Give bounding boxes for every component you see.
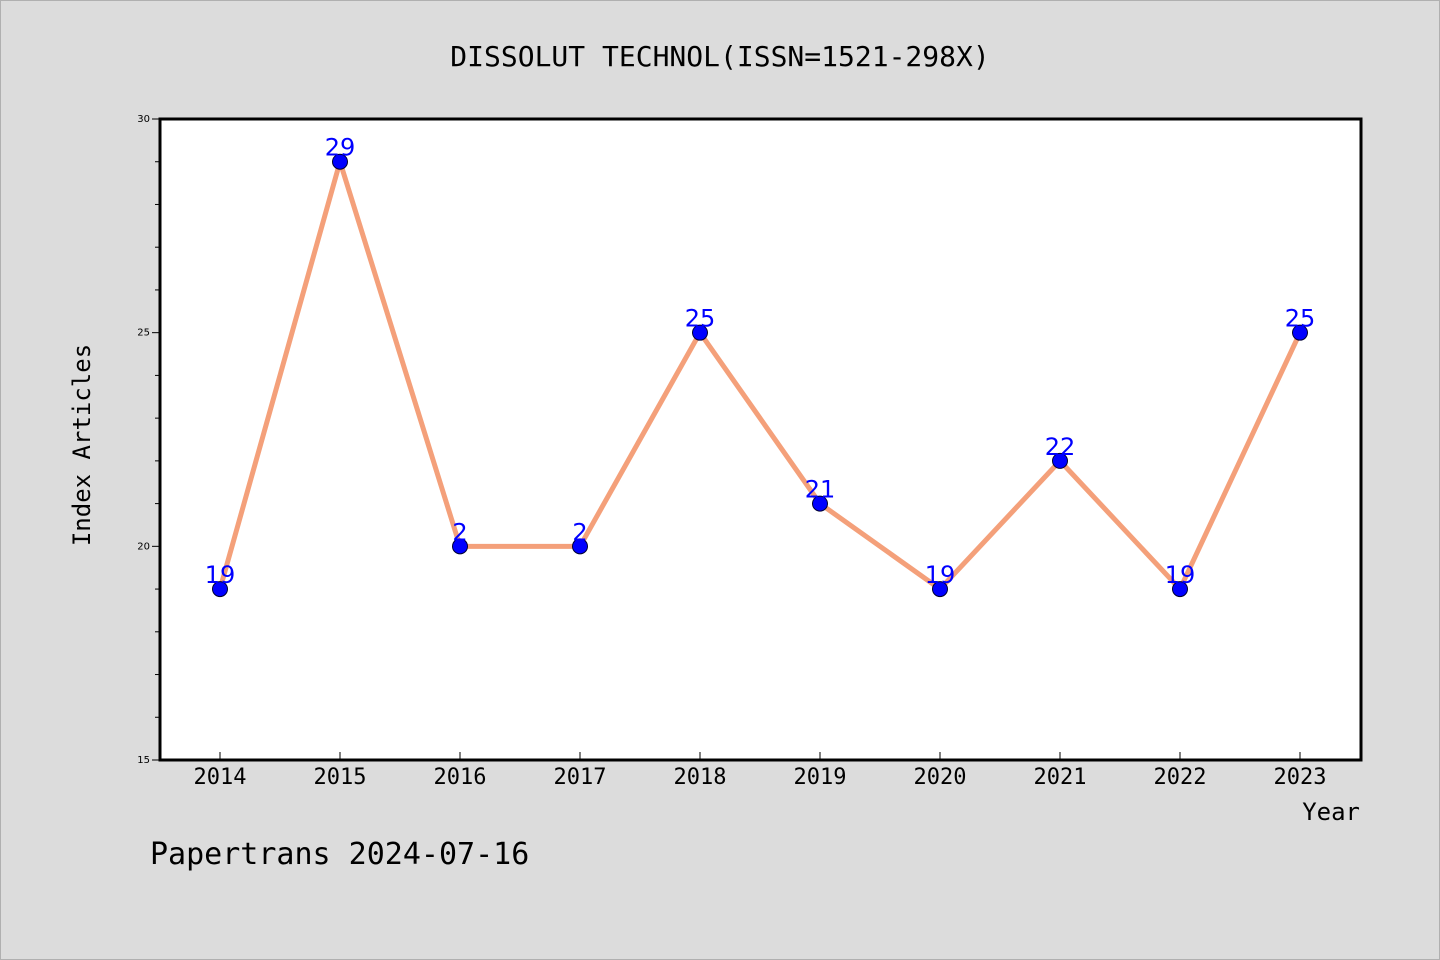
footer-credit: Papertrans 2024-07-16: [150, 837, 529, 872]
data-label: 2: [572, 518, 587, 546]
x-tick-label: 2022: [1154, 765, 1207, 790]
y-axis-ticks: 15 20 25 30: [137, 114, 160, 766]
data-label: 25: [685, 305, 716, 333]
data-point: [452, 538, 468, 555]
data-point: [1172, 581, 1188, 598]
x-tick-label: 2014: [194, 765, 247, 790]
x-tick-label: 2021: [1034, 765, 1087, 790]
data-point: [1292, 324, 1308, 341]
y-tick-label: 30: [137, 114, 150, 125]
x-tick-label: 2019: [794, 765, 847, 790]
x-tick-label: 2017: [554, 765, 607, 790]
x-tick-label: 2018: [674, 765, 727, 790]
x-tick-label: 2015: [314, 765, 367, 790]
data-label: 19: [1165, 561, 1196, 589]
plot-area: [158, 117, 1363, 762]
data-label: 21: [805, 476, 836, 504]
x-tick-label: 2020: [914, 765, 967, 790]
data-label: 19: [205, 561, 236, 589]
y-tick-label: 25: [137, 328, 150, 339]
x-axis-ticks: 2014 2015 2016 2017 2018 2019 2020 2021 2022 2023: [194, 752, 1327, 790]
y-tick-label: 20: [137, 541, 150, 552]
x-axis-label: Year: [1302, 798, 1360, 826]
chart-title: DISSOLUT TECHNOL(ISSN=1521-298X): [450, 40, 989, 73]
x-tick-label: 2023: [1274, 765, 1327, 790]
y-axis-label: Index Articles: [68, 344, 96, 546]
data-label: 29: [325, 134, 356, 162]
data-point: [812, 495, 828, 512]
data-point: [212, 581, 228, 598]
series-line: [217, 159, 1303, 592]
data-point: [692, 324, 708, 341]
data-label: 2: [452, 518, 467, 546]
data-label: 22: [1045, 433, 1076, 461]
data-point: [332, 153, 348, 170]
data-point: [1052, 452, 1068, 469]
data-label: 25: [1285, 305, 1316, 333]
data-label: 19: [925, 561, 956, 589]
data-series: [212, 153, 1308, 598]
data-point: [932, 581, 948, 598]
y-tick-label: 15: [137, 755, 150, 766]
data-point: [572, 538, 588, 555]
x-tick-label: 2016: [434, 765, 487, 790]
